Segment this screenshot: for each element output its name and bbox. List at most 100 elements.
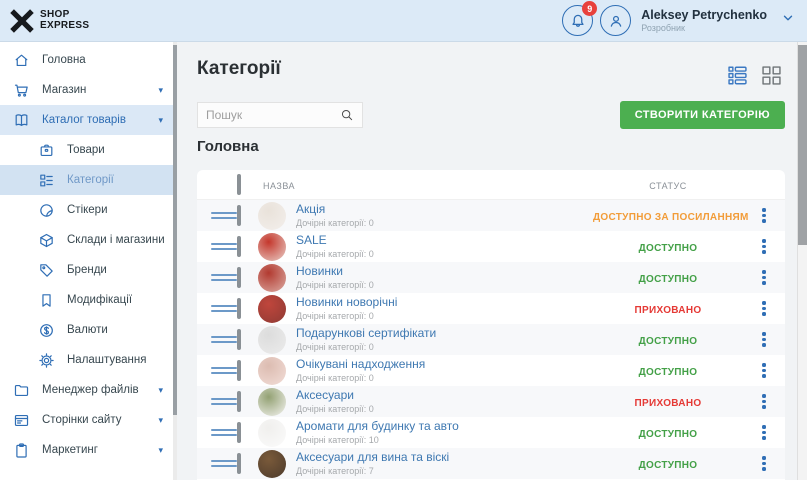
sidebar-item-categories[interactable]: Категорії ▾: [0, 165, 173, 195]
category-thumbnail: [258, 232, 286, 261]
user-menu[interactable]: Aleksey Petrychenko Розробник: [641, 8, 767, 33]
drag-handle-icon[interactable]: [211, 459, 237, 468]
sidebar-item-label: Категорії: [67, 174, 114, 186]
drag-handle-icon[interactable]: [211, 335, 237, 344]
category-name-link[interactable]: Аксесуари для вина та віскі: [296, 450, 450, 465]
row-checkbox[interactable]: [237, 452, 241, 474]
sidebar-item-settings[interactable]: Налаштування ▾: [0, 345, 173, 375]
sidebar-item-stickers[interactable]: Стікери ▾: [0, 195, 173, 225]
row-menu-button[interactable]: [759, 422, 768, 442]
sidebar-item-label: Стікери: [67, 204, 108, 216]
category-name-link[interactable]: Аксесуари: [296, 388, 354, 403]
category-thumbnail: [258, 263, 286, 292]
currency-icon: [38, 322, 55, 339]
table-row: Очікувані надходження Дочірні категорії:…: [197, 355, 785, 386]
category-thumbnail: [258, 418, 286, 447]
page-scrollbar-thumb[interactable]: [798, 45, 807, 245]
row-menu-button[interactable]: [759, 391, 768, 411]
sidebar-item-label: Маркетинг: [42, 444, 98, 456]
row-checkbox[interactable]: [237, 328, 241, 350]
row-checkbox[interactable]: [237, 297, 241, 319]
sidebar-item-brands[interactable]: Бренди ▾: [0, 255, 173, 285]
row-checkbox[interactable]: [237, 204, 241, 226]
brands-icon: [38, 262, 55, 279]
sidebar-item-site-pages[interactable]: Сторінки сайту ▾: [0, 405, 173, 435]
brand-logo: SHOP EXPRESS: [10, 8, 89, 33]
row-menu-button[interactable]: [759, 360, 768, 380]
categories-table: НАЗВА СТАТУС Акція Дочірні категорії: 0 …: [197, 170, 785, 480]
notifications-badge: 9: [582, 1, 598, 16]
products-icon: [38, 142, 55, 159]
topbar-right: 9 Aleksey Petrychenko Розробник: [555, 1, 795, 36]
drag-handle-icon[interactable]: [211, 273, 237, 282]
category-name-link[interactable]: Аромати для будинку та авто: [296, 419, 459, 434]
sidebar-item-label: Склади і магазини: [67, 234, 165, 246]
category-thumbnail: [258, 356, 286, 385]
sidebar-item-catalog[interactable]: Каталог товарів ▾: [0, 105, 173, 135]
sidebar-item-marketing[interactable]: Маркетинг ▾: [0, 435, 173, 465]
list-view-icon[interactable]: [728, 66, 747, 85]
sidebar-scrollbar-thumb[interactable]: [173, 45, 177, 415]
drag-handle-icon[interactable]: [211, 211, 237, 220]
category-name-link[interactable]: SALE: [296, 233, 327, 248]
site-pages-icon: [13, 412, 30, 429]
category-name-link[interactable]: Очікувані надходження: [296, 357, 426, 372]
drag-handle-icon[interactable]: [211, 242, 237, 251]
row-menu-button[interactable]: [759, 236, 768, 256]
sidebar-item-modifications[interactable]: Модифікації ▾: [0, 285, 173, 315]
row-menu-button[interactable]: [759, 205, 768, 225]
table-row: Аксесуари для вина та віскі Дочірні кате…: [197, 448, 785, 479]
catalog-icon: [13, 112, 30, 129]
sidebar-item-home[interactable]: Головна ▾: [0, 45, 173, 75]
categories-icon: [38, 172, 55, 189]
drag-handle-icon[interactable]: [211, 304, 237, 313]
create-category-button[interactable]: СТВОРИТИ КАТЕГОРІЮ: [619, 101, 785, 129]
row-checkbox[interactable]: [237, 359, 241, 381]
notifications-button[interactable]: 9: [562, 1, 598, 36]
status-badge: ДОСТУПНО: [638, 366, 698, 378]
status-badge: ПРИХОВАНО: [634, 304, 702, 316]
sidebar-item-cart[interactable]: Магазин ▾: [0, 75, 173, 105]
sidebar-item-label: Головна: [42, 54, 86, 66]
category-name-link[interactable]: Новинки новорічні: [296, 295, 398, 310]
chevron-down-icon: ▾: [158, 114, 163, 125]
row-checkbox[interactable]: [237, 266, 241, 288]
page-scrollbar-track: [797, 42, 807, 480]
sidebar-item-file-manager[interactable]: Менеджер файлів ▾: [0, 375, 173, 405]
drag-handle-icon[interactable]: [211, 366, 237, 375]
row-menu-button[interactable]: [759, 453, 768, 473]
sidebar-item-warehouse[interactable]: Склади і магазини ▾: [0, 225, 173, 255]
sidebar-item-label: Менеджер файлів: [42, 384, 139, 396]
row-menu-button[interactable]: [759, 298, 768, 318]
sidebar-scrollbar-track: [173, 42, 177, 480]
sidebar-item-currency[interactable]: Валюти ▾: [0, 315, 173, 345]
row-checkbox[interactable]: [237, 421, 241, 443]
sidebar-item-products[interactable]: Товари ▾: [0, 135, 173, 165]
chevron-down-icon: ▾: [158, 84, 163, 95]
row-menu-button[interactable]: [759, 329, 768, 349]
row-checkbox[interactable]: [237, 390, 241, 412]
user-menu-chevron[interactable]: [781, 11, 795, 30]
row-menu-button[interactable]: [759, 267, 768, 287]
sidebar-item-label: Бренди: [67, 264, 107, 276]
category-name-link[interactable]: Новинки: [296, 264, 343, 279]
table-row: Аксесуари Дочірні категорії: 0 ПРИХОВАНО: [197, 386, 785, 417]
settings-icon: [38, 352, 55, 369]
profile-button[interactable]: [600, 5, 632, 36]
category-children-count: Дочірні категорії: 0: [296, 217, 374, 228]
row-checkbox[interactable]: [237, 235, 241, 257]
user-role: Розробник: [641, 23, 685, 33]
category-name-link[interactable]: Подарункові сертифікати: [296, 326, 437, 341]
sidebar-item-label: Налаштування: [67, 354, 147, 366]
column-header-name: НАЗВА: [263, 180, 296, 191]
category-thumbnail: [258, 294, 286, 323]
drag-handle-icon[interactable]: [211, 397, 237, 406]
sidebar-item-label: Модифікації: [67, 294, 133, 306]
category-children-count: Дочірні категорії: 0: [296, 372, 374, 383]
category-name-link[interactable]: Акція: [296, 202, 326, 217]
select-all-checkbox[interactable]: [237, 173, 241, 195]
search-box: [197, 102, 363, 128]
drag-handle-icon[interactable]: [211, 428, 237, 437]
grid-view-icon[interactable]: [762, 66, 781, 85]
search-input[interactable]: [206, 108, 340, 122]
